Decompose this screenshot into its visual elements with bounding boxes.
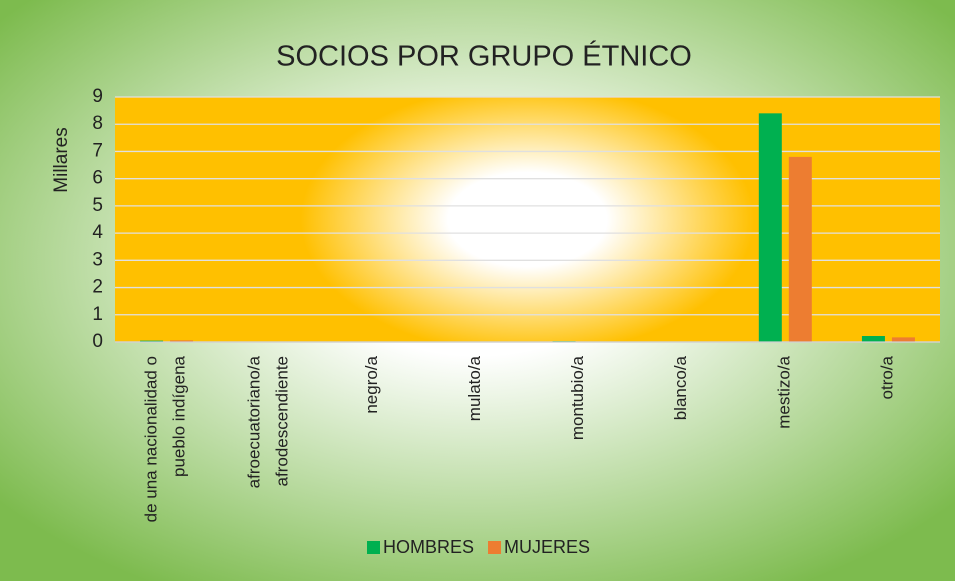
- y-tick-label: 8: [92, 113, 103, 134]
- y-tick-label: 0: [92, 331, 103, 352]
- legend-label: MUJERES: [504, 537, 590, 557]
- y-tick-label: 2: [92, 277, 103, 298]
- y-tick-label: 4: [92, 222, 103, 243]
- bar: [170, 340, 194, 342]
- y-tick-label: 3: [92, 249, 103, 270]
- y-tick-label: 9: [92, 86, 103, 107]
- bar: [788, 156, 812, 342]
- x-tick-label: de una nacionalidad o pueblo indígena: [142, 355, 189, 522]
- x-tick-label: blanco/a: [672, 355, 691, 420]
- x-tick-label: montubio/a: [569, 355, 588, 440]
- bar: [891, 337, 915, 342]
- legend-label: HOMBRES: [383, 537, 474, 557]
- chart-title: SOCIOS POR GRUPO ÉTNICO: [276, 40, 692, 73]
- legend-swatch: [488, 541, 502, 554]
- bar: [140, 340, 164, 342]
- x-tick-label: mulato/a: [465, 355, 484, 421]
- y-tick-label: 5: [92, 195, 103, 216]
- x-tick-label: negro/a: [362, 355, 381, 413]
- y-tick-label: 6: [92, 168, 103, 189]
- bar: [758, 113, 782, 342]
- x-tick-label: otro/a: [878, 355, 897, 399]
- y-axis-label: Millares: [51, 127, 72, 192]
- x-tick-label: mestizo/a: [775, 355, 794, 428]
- x-tick-label: afroecuatoriano/a afrodescendiente: [245, 355, 292, 488]
- legend-swatch: [367, 541, 380, 554]
- y-tick-label: 7: [92, 140, 103, 161]
- plot-area: [115, 97, 940, 342]
- bar: [861, 336, 885, 342]
- y-tick-label: 1: [92, 304, 103, 325]
